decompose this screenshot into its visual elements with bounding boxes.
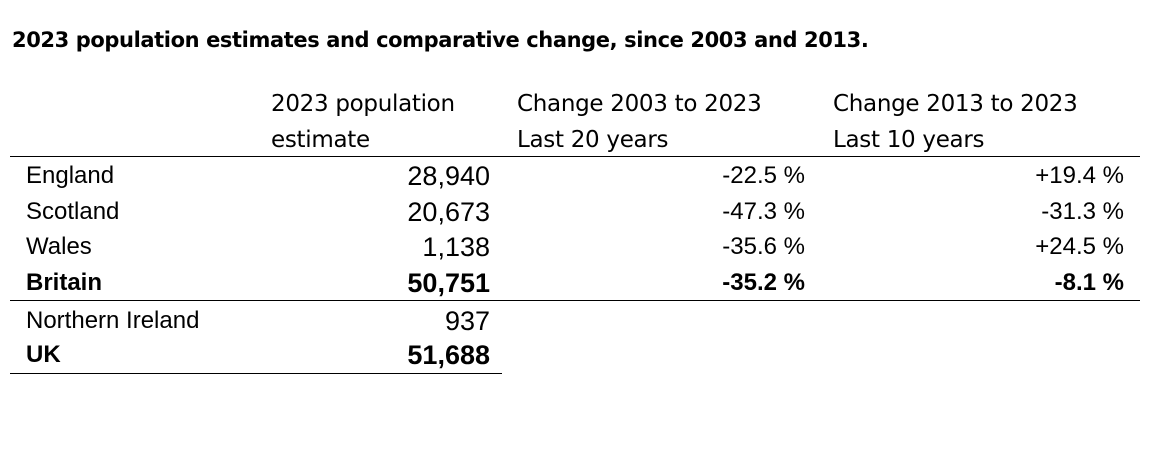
- table-row-scotland: Scotland 20,673 -47.3 % -31.3 %: [0, 194, 1160, 230]
- row-population: 20,673: [407, 197, 490, 227]
- table-row-england: England 28,940 -22.5 % +19.4 %: [0, 158, 1160, 194]
- row-label: Wales: [26, 233, 92, 260]
- header-change-2003-line1: Change 2003 to 2023: [517, 91, 762, 117]
- row-label: Northern Ireland: [26, 307, 200, 334]
- bottom-rule: [10, 373, 502, 374]
- header-change-2013: Change 2013 to 2023 Last 10 years: [833, 86, 1078, 158]
- britain-rule: [10, 300, 1140, 301]
- row-change-2013: -31.3 %: [1041, 198, 1124, 225]
- row-change-2013: +19.4 %: [1035, 162, 1124, 189]
- row-population: 28,940: [407, 161, 490, 191]
- row-change-2003: -47.3 %: [722, 198, 805, 225]
- row-population: 51,688: [407, 340, 490, 370]
- table-row-northern-ireland: Northern Ireland 937: [0, 303, 1160, 339]
- header-population-line1: 2023 population: [271, 91, 455, 117]
- table-row-britain: Britain 50,751 -35.2 % -8.1 %: [0, 265, 1160, 301]
- header-population: 2023 population estimate: [271, 86, 455, 158]
- header-rule: [10, 156, 1140, 157]
- row-change-2003: -22.5 %: [722, 162, 805, 189]
- row-label: England: [26, 162, 115, 189]
- row-change-2013: -8.1 %: [1054, 269, 1124, 296]
- table-row-wales: Wales 1,138 -35.6 % +24.5 %: [0, 229, 1160, 265]
- row-change-2003: -35.2 %: [722, 269, 805, 296]
- header-change-2013-line2: Last 10 years: [833, 127, 985, 153]
- header-population-line2: estimate: [271, 127, 370, 153]
- table-row-uk: UK 51,688: [0, 337, 1160, 373]
- row-label: UK: [26, 341, 61, 368]
- table-title: 2023 population estimates and comparativ…: [12, 28, 869, 52]
- row-label: Scotland: [26, 198, 120, 225]
- row-population: 50,751: [407, 268, 490, 298]
- row-change-2003: -35.6 %: [722, 233, 805, 260]
- row-change-2013: +24.5 %: [1035, 233, 1124, 260]
- header-change-2003-line2: Last 20 years: [517, 127, 669, 153]
- row-label: Britain: [26, 269, 103, 296]
- header-change-2013-line1: Change 2013 to 2023: [833, 91, 1078, 117]
- row-population: 937: [444, 306, 490, 336]
- row-population: 1,138: [422, 232, 490, 262]
- header-change-2003: Change 2003 to 2023 Last 20 years: [517, 86, 762, 158]
